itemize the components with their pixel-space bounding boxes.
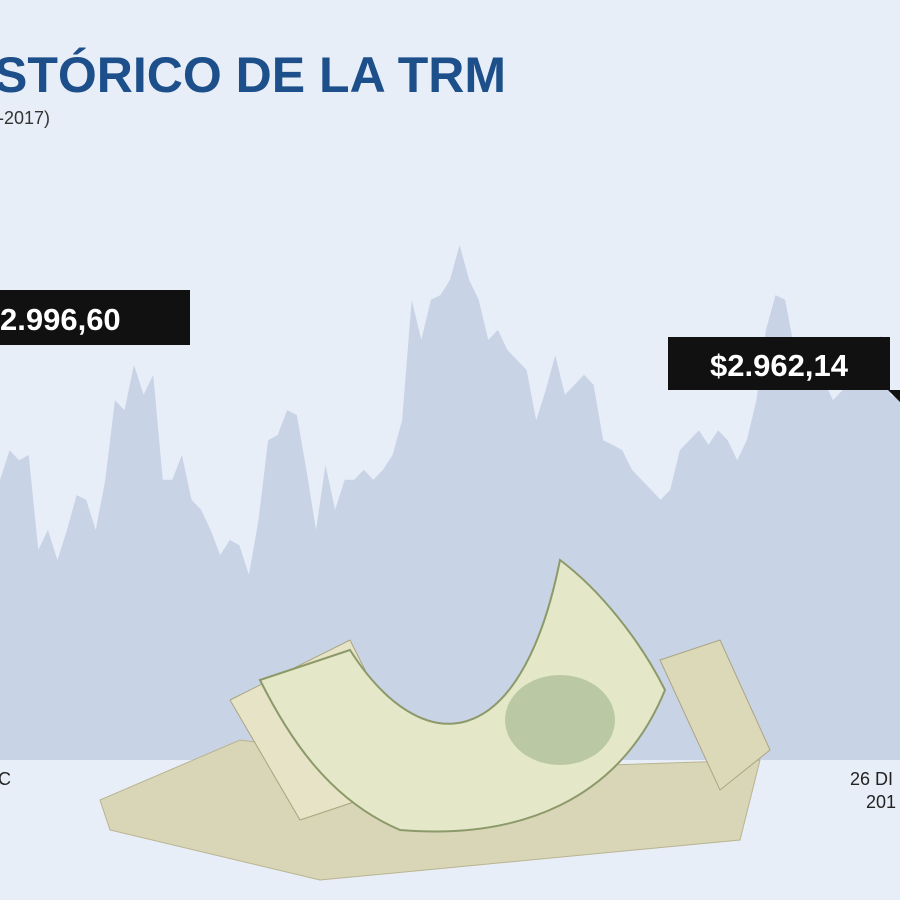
chart-title: STÓRICO DE LA TRM bbox=[0, 47, 506, 103]
callout-box bbox=[668, 337, 890, 390]
callout-label: $2.962,14 bbox=[710, 348, 849, 383]
plot bbox=[0, 244, 900, 760]
callout-box bbox=[0, 290, 190, 345]
x-label: 26 DI bbox=[850, 769, 893, 789]
x-label: 201 bbox=[866, 792, 896, 812]
area bbox=[0, 244, 900, 760]
callout-label: 2.996,60 bbox=[0, 302, 121, 337]
money-illustration bbox=[99, 558, 771, 881]
x-label: C bbox=[0, 769, 11, 789]
callout-pointer bbox=[888, 390, 900, 402]
chart-subtitle: -2017) bbox=[0, 108, 50, 128]
